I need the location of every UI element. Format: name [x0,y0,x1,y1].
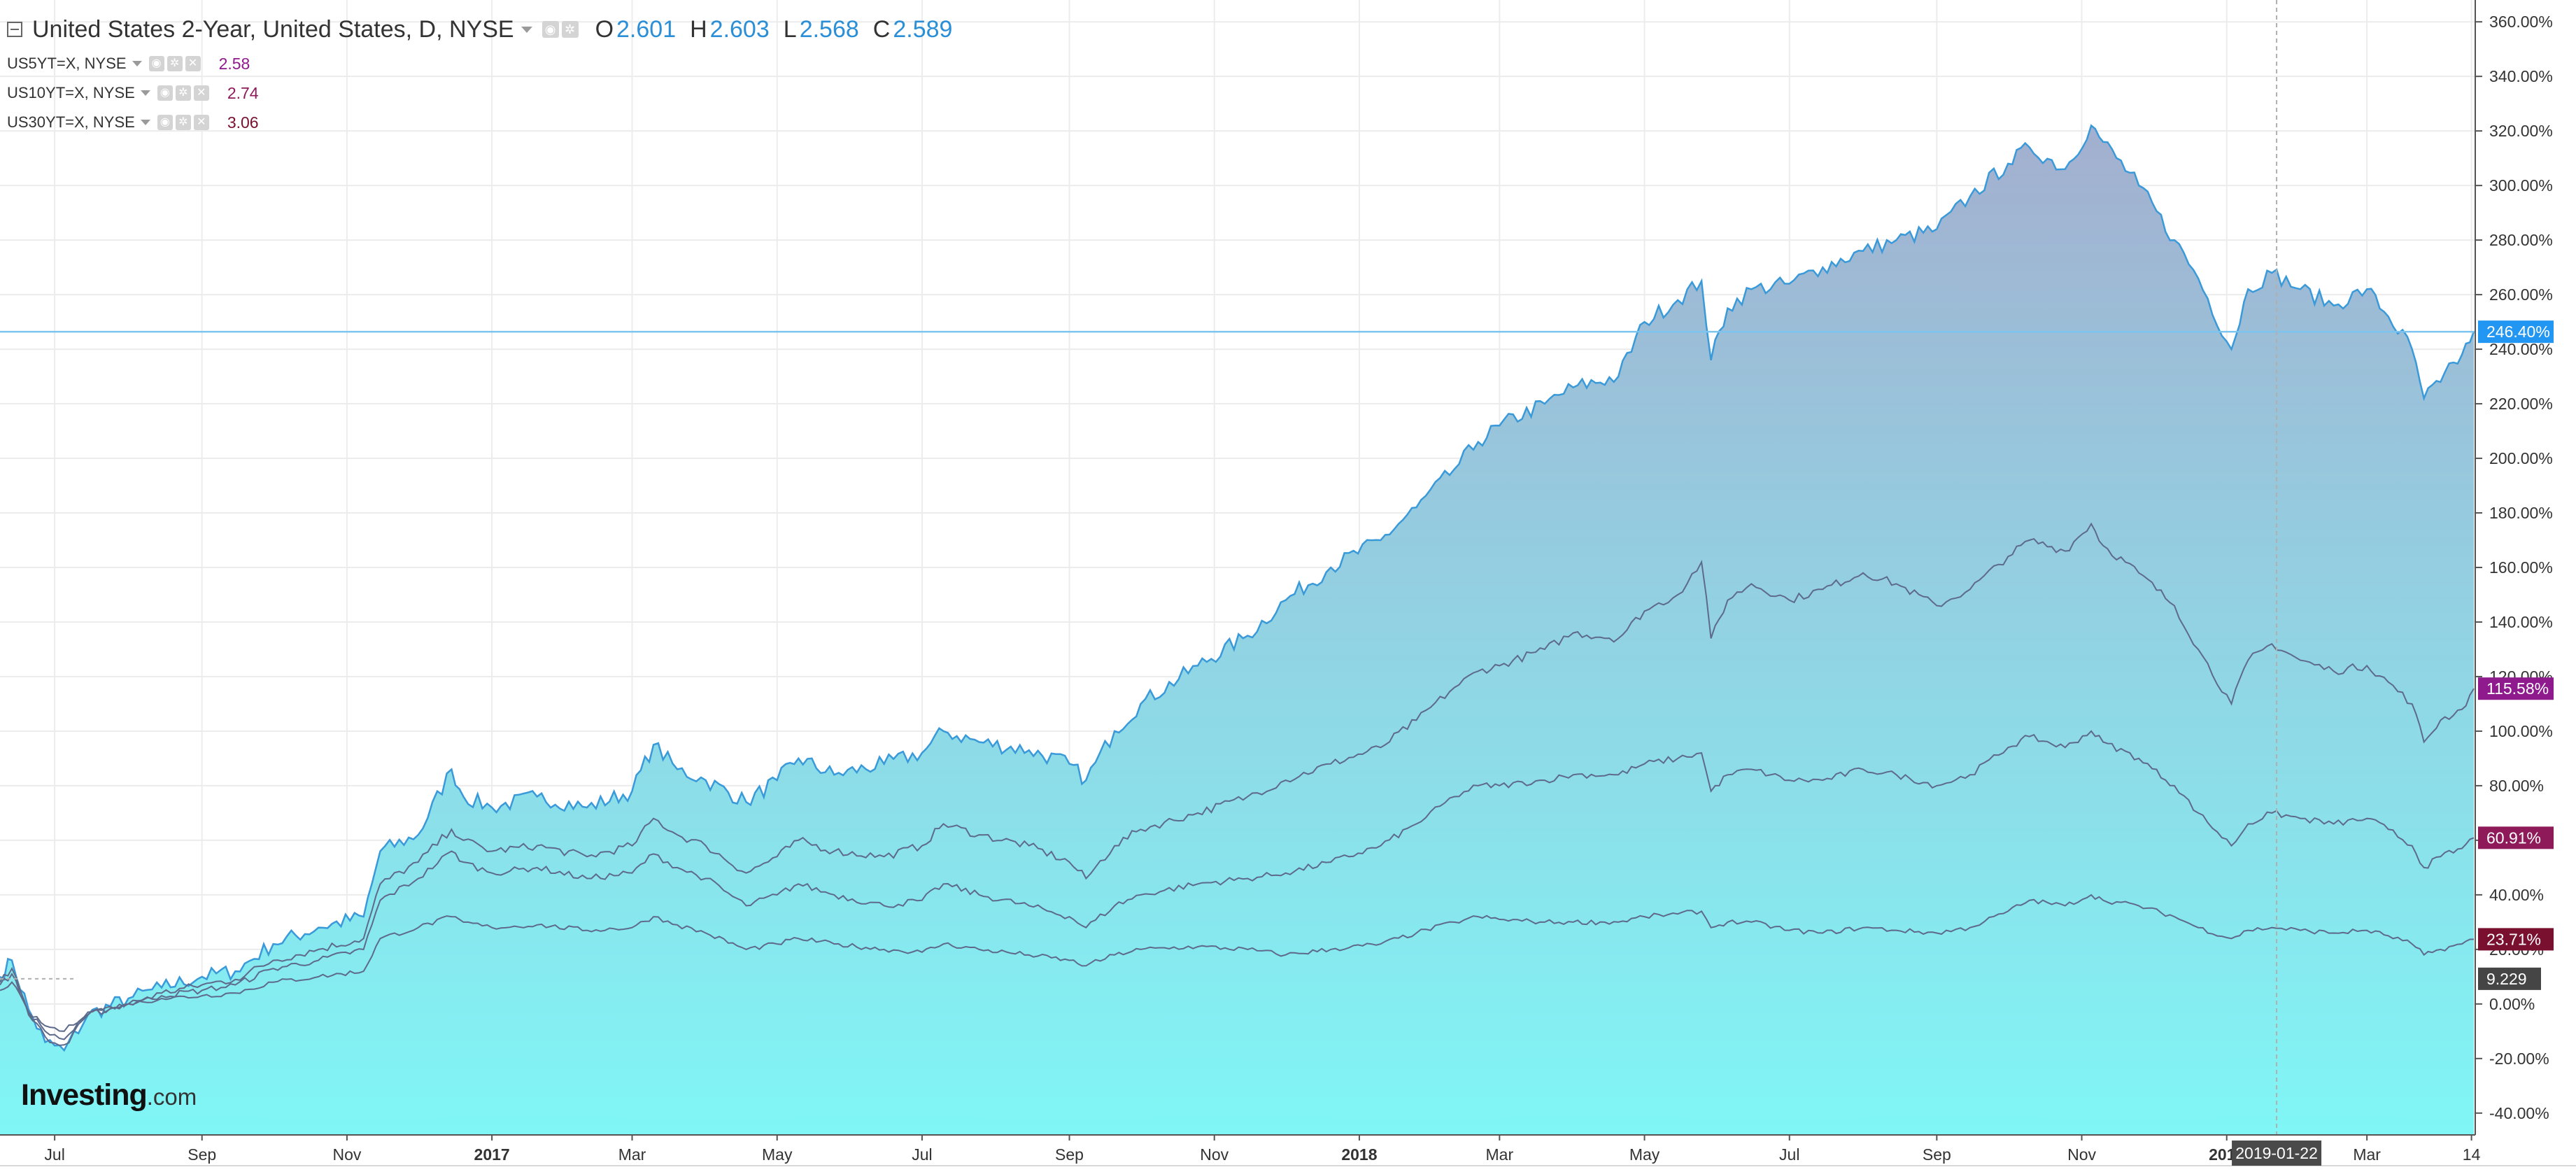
eye-icon[interactable]: ◉ [542,21,559,38]
chevron-down-icon[interactable] [132,61,142,66]
legend-us5-value: 2.58 [218,54,250,73]
eye-icon[interactable]: ◉ [157,85,173,101]
x-tick-label: Nov [1200,1145,1229,1164]
ohlc-open-value: 2.601 [616,15,677,43]
ohlc-open-key: O [595,15,614,43]
close-icon[interactable]: ✕ [193,85,209,101]
x-tick-label: Mar [1486,1145,1514,1164]
close-icon[interactable]: ✕ [193,115,209,130]
collapse-icon[interactable] [7,22,22,37]
x-tick-label: 14 [2463,1145,2481,1164]
x-tick-label: Nov [332,1145,361,1164]
investing-logo[interactable]: Investing.com [21,1078,197,1113]
ohlc-close-key: C [872,15,891,43]
main-series-title[interactable]: United States 2-Year, United States, D, … [32,15,514,43]
y-tick-label: 40.00% [2489,886,2544,904]
legend-us30-value: 3.06 [227,113,259,132]
y-tick-label: -40.00% [2489,1104,2549,1122]
series-line-us30yt-x [0,894,2475,1032]
price-tag-0-label: 246.40% [2486,323,2550,341]
logo-main-text: Investing [21,1078,148,1112]
x-tick-label: May [1629,1145,1660,1164]
price-tag-1-box [2478,677,2554,700]
crosshair-date-label: 2019-01-22 [2235,1144,2318,1162]
series-line-us2y [0,124,2475,1052]
eye-icon[interactable]: ◉ [148,56,164,71]
x-tick-label: Nov [2067,1145,2096,1164]
price-tag-1-label: 115.58% [2486,679,2549,698]
legend-us30-label[interactable]: US30YT=X, NYSE [7,113,135,131]
ohlc-close-value: 2.589 [893,15,953,43]
x-tick-label: Jul [44,1145,64,1164]
x-tick-label: Sep [187,1145,216,1164]
area-fill-us2y [0,125,2474,1135]
price-tag-2-box [2478,826,2554,849]
legend-us5-label[interactable]: US5YT=X, NYSE [7,55,127,72]
extra-tag-label: 9.229 [2486,970,2527,988]
area-layer [0,124,2475,1135]
legend-row-us30: US30YT=X, NYSE ◉ ✲ ✕ 3.06 [7,108,952,137]
y-tick-label: 280.00% [2489,231,2553,249]
x-tick-label: Jul [912,1145,932,1164]
y-tick-label: 320.00% [2489,122,2553,140]
eye-icon[interactable]: ◉ [157,115,173,130]
price-tag-3-label: 23.71% [2486,930,2541,948]
ohlc-low-key: L [783,15,797,43]
y-tick-label: 200.00% [2489,449,2553,467]
y-tick-label: 240.00% [2489,340,2553,358]
ohlc-high-key: H [690,15,707,43]
x-tick-label: 2018 [1341,1145,1377,1164]
chevron-down-icon[interactable] [140,120,150,125]
close-icon[interactable]: ✕ [185,56,201,71]
y-tick-label: 340.00% [2489,67,2553,85]
logo-suffix-text: .com [146,1084,197,1110]
y-axis-panel [2475,0,2576,1169]
x-tick-label: May [762,1145,793,1164]
y-tick-label: 140.00% [2489,613,2553,631]
line-layer [0,522,2475,1047]
x-tick-label: 2017 [474,1145,510,1164]
series-line-us5yt-x [0,522,2475,1047]
y-tick-label: -20.00% [2489,1050,2549,1068]
y-tick-label: 160.00% [2489,558,2553,577]
chart-legend: United States 2-Year, United States, D, … [7,10,952,137]
ohlc-high-value: 2.603 [709,15,770,43]
chevron-down-icon[interactable] [140,90,150,96]
extra-tag-box [2478,967,2541,990]
price-tag-3-box [2478,928,2554,951]
legend-us10-label[interactable]: US10YT=X, NYSE [7,84,135,101]
y-tick-label: 100.00% [2489,722,2553,740]
gear-icon[interactable]: ✲ [175,115,191,130]
legend-us10-value: 2.74 [227,83,259,102]
gear-icon[interactable]: ✲ [175,85,191,101]
x-tick-label: Sep [1055,1145,1084,1164]
x-tick-label: Sep [1923,1145,1951,1164]
gear-icon[interactable]: ✲ [561,21,579,38]
x-tick-label: Mar [618,1145,646,1164]
x-axis-panel [0,1135,2576,1169]
y-tick-label: 80.00% [2489,777,2544,795]
series-line-us10yt-x [0,730,2475,1040]
overlay-layer [0,0,2475,1135]
y-tick-label: 180.00% [2489,504,2553,522]
ohlc-low-value: 2.568 [799,15,859,43]
y-tick-label: 360.00% [2489,13,2553,31]
y-tick-label: 0.00% [2489,995,2535,1013]
y-tick-label: 260.00% [2489,285,2553,304]
y-tick-label: 300.00% [2489,176,2553,195]
legend-row-us5: US5YT=X, NYSE ◉ ✲ ✕ 2.58 [7,49,952,78]
main-series-legend: United States 2-Year, United States, D, … [7,10,952,49]
x-tick-label: Jul [1779,1145,1799,1164]
chevron-down-icon[interactable] [521,26,532,33]
crosshair-date-box [2232,1141,2322,1166]
price-tag-0-box [2478,320,2554,344]
price-tag-2-label: 60.91% [2486,828,2541,847]
legend-row-us10: US10YT=X, NYSE ◉ ✲ ✕ 2.74 [7,78,952,108]
x-tick-label: Mar [2353,1145,2381,1164]
y-tick-label: 220.00% [2489,395,2553,413]
gear-icon[interactable]: ✲ [167,56,183,71]
price-tags: 246.40% 115.58% 60.91% 23.71% 9.229 [2478,320,2554,990]
